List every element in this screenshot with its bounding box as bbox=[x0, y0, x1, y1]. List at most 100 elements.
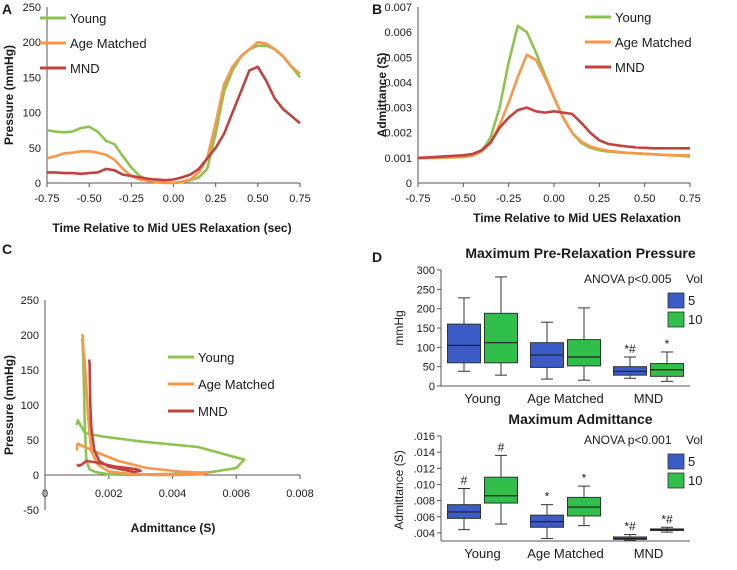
x-axis-label: Time Relative to Mid UES Relaxation (sec… bbox=[52, 221, 291, 235]
y-tick-label: 0.004 bbox=[384, 77, 412, 89]
panel-letter: B bbox=[372, 1, 382, 17]
y-tick-label: 0 bbox=[429, 381, 435, 393]
y-tick-label: 0.007 bbox=[384, 2, 412, 14]
x-tick-label: 0.25 bbox=[205, 193, 226, 205]
anova-annotation: ANOVA p<0.001 bbox=[584, 433, 672, 447]
box-vol-10 bbox=[484, 476, 518, 504]
x-tick-label: -0.50 bbox=[77, 193, 102, 205]
legend-label: 5 bbox=[688, 293, 695, 308]
y-tick-label: 50 bbox=[27, 435, 39, 447]
y-tick-label: 0.005 bbox=[384, 52, 412, 64]
category-label: MND bbox=[634, 391, 664, 406]
category-label: MND bbox=[634, 546, 664, 561]
box-vol-10 bbox=[484, 312, 518, 364]
significance-marker: *# bbox=[661, 512, 673, 526]
y-tick-label: 150 bbox=[417, 323, 435, 335]
category-label: Young bbox=[464, 391, 500, 406]
y-axis-label: mmHg bbox=[392, 310, 406, 345]
legend-label: MND bbox=[70, 61, 100, 76]
y-tick-label: 0.006 bbox=[384, 27, 412, 39]
panel-d-admittance: .004 .006 .008 .010 .012 .014 .016 Young # # Age M… bbox=[392, 411, 703, 561]
y-tick-label: 0 bbox=[33, 470, 39, 482]
y-tick-label: 250 bbox=[23, 2, 41, 14]
x-axis-label: Admittance (S) bbox=[131, 521, 216, 535]
y-tick-label: 0.002 bbox=[384, 128, 412, 140]
significance-marker: *# bbox=[624, 342, 636, 356]
y-tick-label: .010 bbox=[414, 479, 435, 491]
panel-a: 0 50 100 150 200 250 -0.75 -0.50 -0.25 0.00 0.25 0.… bbox=[2, 1, 311, 235]
legend-label: 10 bbox=[688, 312, 702, 327]
legend-label: Age Matched bbox=[615, 35, 692, 50]
plot-title: Maximum Admittance bbox=[508, 411, 652, 427]
y-tick-label: 200 bbox=[21, 330, 39, 342]
y-tick-label: .016 bbox=[414, 431, 435, 443]
y-tick-label: 0 bbox=[35, 178, 41, 190]
significance-marker: * bbox=[545, 490, 550, 504]
series-line-age-matched bbox=[46, 40, 301, 185]
y-tick-label: 100 bbox=[21, 400, 39, 412]
x-tick-label: -0.50 bbox=[451, 193, 476, 205]
category-label: Young bbox=[464, 546, 500, 561]
y-tick-label: -50 bbox=[23, 505, 39, 517]
x-tick-label: 0.00 bbox=[543, 193, 564, 205]
y-tick-label: 0 bbox=[406, 178, 412, 190]
y-tick-label: 100 bbox=[417, 342, 435, 354]
significance-marker: # bbox=[498, 440, 505, 454]
panel-letter: C bbox=[2, 241, 12, 257]
category-label: Age Matched bbox=[527, 546, 604, 561]
significance-marker: *# bbox=[624, 520, 636, 534]
x-tick-label: -0.75 bbox=[405, 193, 430, 205]
x-tick-label: 0.002 bbox=[95, 488, 123, 500]
legend-label: MND bbox=[615, 60, 645, 75]
legend-title: Vol bbox=[686, 272, 703, 286]
x-tick-label: 0.00 bbox=[163, 193, 184, 205]
y-tick-label: 300 bbox=[417, 265, 435, 277]
x-axis-label: Time Relative to Mid UES Relaxation bbox=[473, 211, 681, 225]
x-tick-label: 0.004 bbox=[159, 488, 187, 500]
series-line-mnd bbox=[417, 106, 690, 160]
legend-label: Young bbox=[198, 350, 234, 365]
y-tick-label: 50 bbox=[423, 362, 435, 374]
legend-label: Age Matched bbox=[198, 377, 275, 392]
anova-annotation: ANOVA p<0.005 bbox=[584, 272, 672, 286]
category-label: Age Matched bbox=[527, 391, 604, 406]
y-tick-label: .006 bbox=[414, 512, 435, 524]
legend-label: Young bbox=[615, 10, 651, 25]
series-line-mnd bbox=[47, 65, 301, 182]
y-tick-label: 150 bbox=[21, 365, 39, 377]
panel-letter: D bbox=[372, 249, 382, 265]
y-axis-label: Admittance (S) bbox=[392, 450, 406, 529]
box-vol-5 bbox=[447, 323, 481, 364]
panel-d-pressure: 0 50 100 150 200 250 300 Young Age Matched MND *# *… bbox=[372, 245, 703, 406]
y-tick-label: .008 bbox=[414, 496, 435, 508]
legend-swatch bbox=[667, 311, 685, 328]
y-tick-label: .004 bbox=[414, 528, 435, 540]
series-line-mnd bbox=[76, 359, 142, 474]
panel-letter: A bbox=[2, 1, 12, 17]
x-tick-label: 0.75 bbox=[679, 193, 700, 205]
legend-label: MND bbox=[198, 404, 228, 419]
panel-c: -5005010015020025000.0020.0040.0060.008Y… bbox=[2, 241, 314, 535]
y-tick-label: .012 bbox=[414, 463, 435, 475]
y-tick-label: 150 bbox=[23, 72, 41, 84]
x-tick-label: 0.50 bbox=[634, 193, 655, 205]
y-tick-label: 100 bbox=[23, 108, 41, 120]
y-axis-label: Pressure (mmHg) bbox=[2, 355, 16, 455]
y-tick-label: 250 bbox=[417, 284, 435, 296]
legend-label: 5 bbox=[688, 454, 695, 469]
x-tick-label: -0.25 bbox=[496, 193, 521, 205]
y-tick-label: .014 bbox=[414, 447, 435, 459]
legend-swatch bbox=[667, 292, 685, 309]
significance-marker: # bbox=[461, 474, 468, 488]
y-axis-label: Admittance (S) bbox=[375, 53, 389, 138]
y-tick-label: 200 bbox=[23, 37, 41, 49]
y-tick-label: 250 bbox=[21, 295, 39, 307]
y-tick-label: 50 bbox=[29, 143, 41, 155]
box-vol-10 bbox=[567, 339, 601, 367]
legend-label: 10 bbox=[688, 473, 702, 488]
x-tick-label: 0.50 bbox=[247, 193, 268, 205]
series-line-age-matched bbox=[418, 53, 690, 160]
panel-b: 0 0.001 0.002 0.003 0.004 0.005 0.006 0.007 -0.7… bbox=[372, 1, 701, 225]
x-tick-label: 0.75 bbox=[289, 193, 310, 205]
